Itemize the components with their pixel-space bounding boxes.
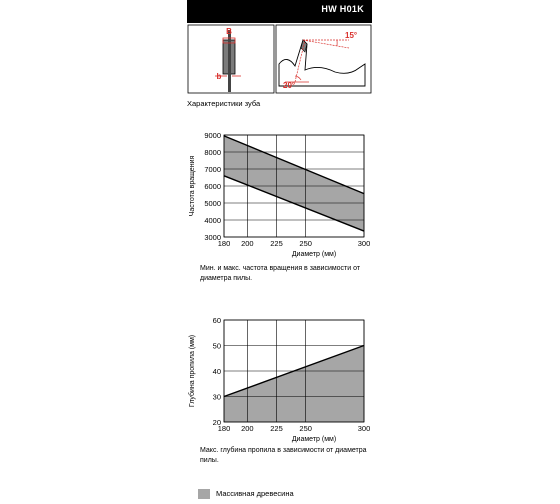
label-b: b — [217, 72, 222, 81]
speed-chart-caption: Мин. и макс. частота вращения в зависимо… — [200, 265, 361, 282]
depth-chart: 180 200 225 250 300 20 30 40 50 60 Диаметр (мм) Глу… — [188, 316, 371, 443]
angle-15-label: 15° — [345, 31, 357, 40]
plot-frame — [223, 319, 365, 423]
plot-frame — [223, 134, 365, 238]
x-tick-label: 300 — [358, 424, 371, 433]
width-B-marker — [222, 37, 236, 44]
y-tick-label: 20 — [213, 418, 221, 427]
shaded-range-area — [224, 345, 364, 422]
shaded-range-area — [224, 135, 364, 232]
tooth-angle-frame — [275, 24, 372, 94]
x-tick-label: 200 — [241, 239, 254, 248]
legend-swatch — [198, 489, 210, 499]
saw-tooth-profile — [278, 39, 366, 87]
y-tick-label: 5000 — [204, 199, 221, 208]
y-tick-label: 8000 — [204, 148, 221, 157]
header-title: HW H01K — [321, 4, 364, 14]
y-tick-label: 60 — [213, 316, 221, 325]
x-tick-label: 180 — [218, 424, 231, 433]
x-axis-label: Диаметр (мм) — [292, 436, 336, 443]
x-axis-label: Диаметр (мм) — [292, 251, 336, 258]
x-tick-label: 250 — [299, 239, 312, 248]
depth-chart-caption: Макс. глубина пропила в зависимости от д… — [200, 447, 367, 464]
y-tick-label: 9000 — [204, 131, 221, 140]
x-tick-label: 300 — [358, 239, 371, 248]
y-axis-label: Частота вращения — [189, 156, 196, 217]
angle-20-label: 20° — [283, 81, 295, 90]
x-tick-label: 225 — [270, 424, 283, 433]
tooth-caption: Характеристики зуба — [187, 99, 261, 108]
y-tick-label: 7000 — [204, 165, 221, 174]
legend-label: Массивная древесина — [216, 489, 294, 498]
speed-chart: 180 200 225 250 300 3000 4000 5000 6000 7000 8000 9… — [189, 131, 371, 258]
x-tick-label: 180 — [218, 239, 231, 248]
header-bar: HW H01K — [187, 0, 372, 23]
clearance-line — [302, 39, 350, 49]
y-tick-label: 4000 — [204, 216, 221, 225]
series-line-0 — [223, 344, 365, 398]
label-B: B — [226, 27, 232, 36]
series-line-1 — [223, 175, 365, 232]
tooth-diagram: B b 15° 20° — [187, 24, 372, 94]
y-tick-label: 50 — [213, 342, 221, 351]
y-tick-label: 30 — [213, 393, 221, 402]
y-tick-label: 3000 — [204, 233, 221, 242]
x-tick-label: 200 — [241, 424, 254, 433]
tooth-section-frame — [187, 24, 275, 94]
rake-line — [294, 39, 306, 83]
x-tick-label: 225 — [270, 239, 283, 248]
x-tick-label: 250 — [299, 424, 312, 433]
series-line-0 — [223, 135, 365, 195]
saw-blade-body — [228, 30, 231, 92]
y-axis-label: Глубина пропила (мм) — [188, 335, 196, 407]
y-tick-label: 40 — [213, 367, 221, 376]
y-tick-label: 6000 — [204, 182, 221, 191]
